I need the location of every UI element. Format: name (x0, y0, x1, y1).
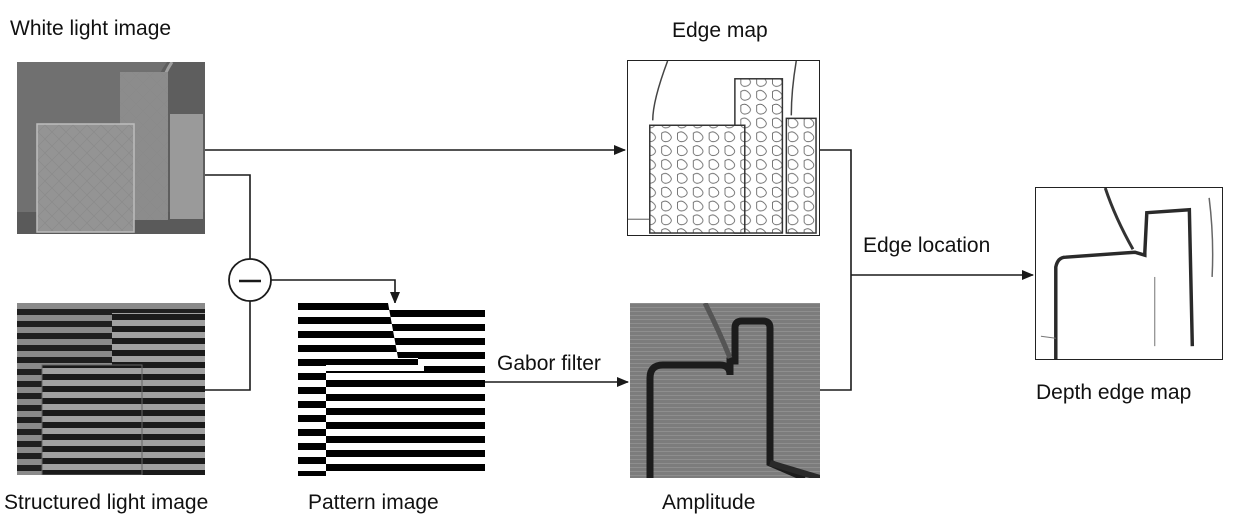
line-edge-map-to-merge (820, 149, 852, 391)
depth-edge-map-image (1035, 187, 1223, 360)
line-white-to-subtract (205, 174, 251, 259)
edge-map-image (627, 60, 820, 236)
structured-light-image-label: Structured light image (4, 491, 209, 514)
subtract-operator-icon (228, 258, 272, 302)
white-light-image-label: White light image (10, 17, 172, 40)
pattern-image-label: Pattern image (308, 491, 439, 514)
white-light-image (17, 62, 205, 234)
edge-location-label: Edge location (863, 234, 991, 257)
pattern-image (298, 303, 485, 476)
gabor-filter-label: Gabor filter (497, 352, 601, 375)
arrow-subtract-to-pattern (271, 279, 400, 304)
structured-light-image (17, 303, 205, 475)
depth-edge-map-label: Depth edge map (1036, 381, 1192, 404)
amplitude-label: Amplitude (662, 491, 756, 514)
line-structured-to-subtract (205, 301, 251, 391)
amplitude-image (630, 303, 820, 478)
edge-map-label: Edge map (672, 19, 768, 42)
